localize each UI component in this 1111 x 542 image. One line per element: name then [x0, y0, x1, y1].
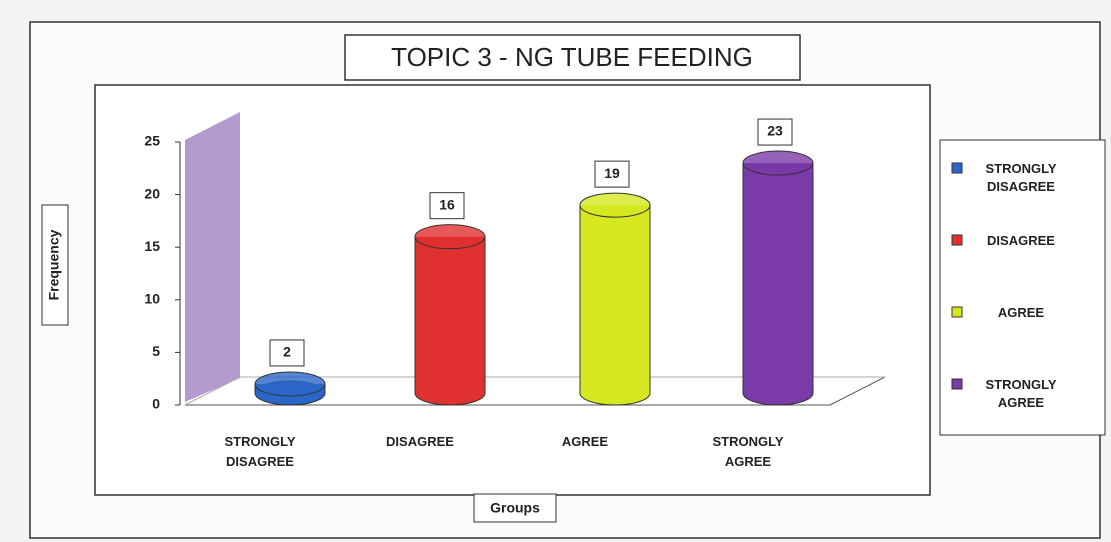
y-tick-label: 10 — [144, 291, 160, 307]
side-wall — [185, 112, 240, 402]
y-axis-label: Frequency — [46, 229, 62, 300]
y-tick-label: 25 — [144, 133, 160, 149]
bar-top — [579, 192, 651, 218]
bar — [580, 205, 650, 393]
chart-title: TOPIC 3 - NG TUBE FEEDING — [391, 42, 753, 72]
legend-label: STRONGLY AGREE — [985, 377, 1057, 410]
x-tick-label: DISAGREE — [386, 434, 454, 449]
value-label-box — [269, 339, 305, 367]
y-tick-label: 0 — [152, 396, 160, 412]
value-label-box — [429, 192, 465, 220]
legend-swatch — [951, 306, 963, 318]
value-label: 2 — [283, 344, 291, 360]
legend-label: DISAGREE — [987, 233, 1055, 248]
x-label-box — [473, 493, 557, 523]
bar-top — [742, 150, 814, 176]
bar — [743, 163, 813, 393]
legend-box — [939, 139, 1106, 436]
floor-back — [184, 376, 885, 406]
x-tick-label: STRONGLY AGREE — [712, 434, 784, 469]
x-tick-label: STRONGLY DISAGREE — [224, 434, 296, 469]
x-tick-label: AGREE — [561, 434, 609, 449]
value-label: 16 — [439, 196, 455, 212]
floor — [185, 376, 886, 406]
y-tick-label: 15 — [144, 238, 160, 254]
value-label-box — [594, 160, 630, 188]
legend-swatch — [951, 234, 963, 246]
bar-top — [414, 224, 486, 250]
x-axis-label: Groups — [490, 500, 540, 516]
legend-swatch — [951, 162, 963, 174]
value-label: 19 — [604, 165, 620, 181]
y-tick-label: 20 — [144, 185, 160, 201]
legend-label: STRONGLY DISAGREE — [985, 161, 1057, 194]
bar — [415, 236, 485, 393]
value-label: 23 — [767, 123, 783, 139]
y-tick-label: 5 — [152, 343, 160, 359]
y-label-box — [41, 204, 69, 326]
title-box — [344, 34, 801, 81]
legend-swatch — [951, 378, 963, 390]
bar-top — [254, 371, 326, 397]
value-label-box — [757, 118, 793, 146]
legend-label: AGREE — [997, 305, 1045, 320]
